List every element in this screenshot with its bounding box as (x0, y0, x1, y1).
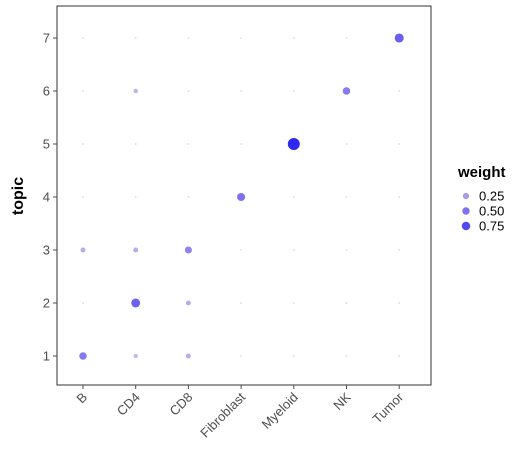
legend-key-0.50 (462, 207, 470, 215)
point-nk-topic-6 (342, 87, 351, 95)
point-tumor-topic-2 (398, 302, 401, 304)
point-cd8-topic-5 (187, 143, 190, 145)
point-myeloid-topic-6 (292, 90, 295, 92)
legend-label-0.25: 0.25 (479, 189, 504, 204)
point-fibroblast-topic-2 (240, 302, 243, 304)
point-b-topic-6 (82, 90, 84, 92)
point-cd4-topic-3 (133, 247, 139, 253)
legend-label-0.75: 0.75 (479, 219, 504, 234)
point-b-topic-4 (82, 196, 84, 198)
point-b-topic-1 (79, 352, 87, 360)
x-tick-label-cd8: CD8 (167, 390, 196, 419)
point-tumor-topic-4 (398, 196, 401, 198)
point-cd8-topic-3 (184, 246, 192, 254)
point-nk-topic-1 (345, 355, 348, 357)
point-nk-topic-3 (345, 249, 348, 251)
point-b-topic-3 (80, 247, 86, 253)
legend-label-0.50: 0.50 (479, 204, 504, 219)
point-nk-topic-4 (345, 196, 348, 198)
point-nk-topic-5 (345, 143, 348, 145)
point-fibroblast-topic-1 (240, 355, 243, 357)
point-cd4-topic-2 (131, 298, 141, 308)
legend: weight 0.250.500.75 (457, 164, 506, 234)
point-cd4-topic-5 (134, 143, 137, 145)
point-b-topic-7 (82, 37, 84, 39)
point-myeloid-topic-7 (292, 37, 295, 39)
point-nk-topic-2 (345, 302, 348, 304)
point-nk-topic-7 (345, 37, 348, 39)
point-myeloid-topic-1 (292, 355, 295, 357)
y-tick-label-7: 7 (43, 31, 50, 46)
point-myeloid-topic-2 (292, 302, 295, 304)
point-b-topic-5 (82, 143, 84, 145)
point-cd8-topic-1 (185, 353, 191, 359)
point-myeloid-topic-3 (292, 249, 295, 251)
point-myeloid-topic-5 (287, 138, 300, 150)
point-tumor-topic-3 (398, 249, 401, 251)
point-tumor-topic-6 (398, 90, 401, 92)
y-tick-label-3: 3 (43, 243, 50, 258)
point-cd4-topic-6 (133, 88, 138, 94)
x-tick-label-nk: NK (330, 389, 354, 413)
point-cd4-topic-4 (134, 196, 137, 198)
point-myeloid-topic-4 (292, 196, 295, 198)
x-tick-label-cd4: CD4 (114, 390, 143, 419)
x-axis: B CD4 CD8 Fibroblast Myeloid NK Tumor (73, 385, 407, 440)
legend-key-0.25 (462, 192, 470, 200)
x-tick-label-myeloid: Myeloid (259, 390, 301, 432)
point-cd8-topic-6 (187, 90, 190, 92)
y-axis-title: topic (10, 177, 27, 215)
y-tick-label-1: 1 (43, 349, 50, 364)
point-cd8-topic-2 (185, 300, 191, 306)
point-tumor-topic-7 (394, 33, 404, 43)
point-fibroblast-topic-7 (240, 37, 243, 39)
point-tumor-topic-5 (398, 143, 401, 145)
x-tick-label-tumor: Tumor (369, 389, 406, 426)
point-cd8-topic-4 (187, 196, 190, 198)
legend-title: weight (457, 164, 506, 181)
point-tumor-topic-1 (398, 355, 401, 357)
y-tick-label-4: 4 (43, 190, 50, 205)
point-cd4-topic-7 (134, 37, 137, 39)
legend-key-0.75 (461, 221, 471, 231)
point-fibroblast-topic-4 (237, 193, 246, 201)
y-tick-label-5: 5 (43, 137, 50, 152)
point-fibroblast-topic-5 (240, 143, 243, 145)
points-layer (79, 33, 404, 360)
point-fibroblast-topic-6 (240, 90, 243, 92)
x-tick-label-fibroblast: Fibroblast (197, 389, 248, 440)
y-tick-label-6: 6 (43, 84, 50, 99)
y-tick-label-2: 2 (43, 296, 50, 311)
y-axis: 1 2 3 4 5 6 7 (43, 31, 57, 364)
x-tick-label-b: B (73, 390, 90, 407)
point-cd4-topic-1 (133, 353, 138, 359)
point-fibroblast-topic-3 (240, 249, 243, 251)
point-cd8-topic-7 (187, 37, 190, 39)
point-b-topic-2 (82, 302, 84, 304)
